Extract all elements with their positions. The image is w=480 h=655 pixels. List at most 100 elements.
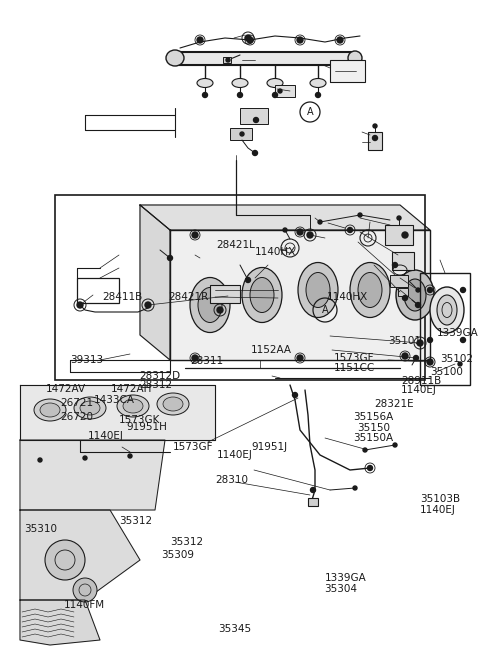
Ellipse shape: [310, 79, 326, 88]
Circle shape: [297, 37, 303, 43]
Text: 91951J: 91951J: [252, 442, 288, 452]
Text: 35312: 35312: [119, 516, 152, 527]
Circle shape: [238, 92, 242, 98]
Ellipse shape: [348, 51, 362, 65]
Ellipse shape: [74, 397, 106, 419]
Text: 1140EJ: 1140EJ: [420, 504, 456, 515]
Bar: [368, 132, 382, 150]
Circle shape: [83, 456, 87, 460]
Bar: [398, 288, 408, 296]
Bar: [275, 85, 295, 97]
Circle shape: [402, 232, 408, 238]
Bar: [230, 128, 252, 140]
Ellipse shape: [430, 287, 464, 333]
Circle shape: [402, 353, 408, 359]
Ellipse shape: [242, 267, 282, 322]
Bar: [390, 275, 408, 287]
Circle shape: [73, 578, 97, 602]
Text: 28312: 28312: [139, 380, 172, 390]
Circle shape: [460, 337, 466, 343]
Ellipse shape: [298, 263, 338, 318]
Circle shape: [192, 232, 198, 238]
Bar: [308, 498, 318, 506]
Polygon shape: [175, 52, 355, 65]
Circle shape: [311, 487, 315, 493]
Circle shape: [372, 136, 377, 141]
Circle shape: [403, 295, 408, 301]
Circle shape: [283, 228, 287, 232]
Text: 1140EJ: 1140EJ: [401, 385, 437, 396]
Circle shape: [315, 92, 321, 98]
Text: 1151CC: 1151CC: [334, 363, 375, 373]
Text: 28411B: 28411B: [102, 292, 143, 302]
Circle shape: [297, 229, 303, 235]
Ellipse shape: [197, 79, 213, 88]
Text: A: A: [322, 305, 328, 315]
Circle shape: [458, 362, 462, 366]
Circle shape: [245, 278, 251, 282]
Ellipse shape: [34, 399, 66, 421]
Text: A: A: [307, 107, 313, 117]
Text: 1339GA: 1339GA: [324, 572, 366, 583]
Ellipse shape: [396, 270, 434, 320]
Circle shape: [373, 124, 377, 128]
Text: 28421L: 28421L: [216, 240, 254, 250]
Circle shape: [318, 220, 322, 224]
Text: 1140FM: 1140FM: [63, 599, 105, 610]
Bar: [420, 273, 470, 385]
Polygon shape: [20, 600, 100, 645]
Bar: [330, 60, 365, 82]
Circle shape: [358, 213, 362, 217]
Text: 1573GF: 1573GF: [173, 442, 213, 452]
Circle shape: [247, 37, 253, 43]
Text: 28311: 28311: [190, 356, 223, 366]
Circle shape: [45, 540, 85, 580]
Ellipse shape: [157, 393, 189, 415]
Text: 35103B: 35103B: [420, 494, 460, 504]
Text: 1140EJ: 1140EJ: [88, 430, 124, 441]
Circle shape: [428, 288, 432, 293]
Text: 26720: 26720: [60, 412, 93, 422]
Ellipse shape: [404, 279, 426, 311]
Circle shape: [38, 458, 42, 462]
Ellipse shape: [166, 50, 184, 66]
Circle shape: [417, 340, 423, 346]
Ellipse shape: [350, 263, 390, 318]
Circle shape: [353, 486, 357, 490]
Text: 1472AV: 1472AV: [46, 384, 86, 394]
Circle shape: [197, 37, 203, 43]
Circle shape: [307, 232, 313, 238]
Text: 35100: 35100: [430, 367, 463, 377]
Text: 1140EJ: 1140EJ: [217, 451, 253, 460]
Text: 1573GF: 1573GF: [334, 352, 374, 363]
Bar: [77, 278, 119, 303]
Ellipse shape: [190, 278, 230, 333]
Text: 1140HX: 1140HX: [326, 292, 368, 303]
Text: 35150A: 35150A: [353, 433, 393, 443]
Circle shape: [203, 92, 207, 98]
Circle shape: [368, 466, 372, 470]
Text: 28310: 28310: [216, 475, 248, 485]
Text: 35101: 35101: [388, 336, 421, 346]
Circle shape: [252, 151, 257, 155]
Text: 28911B: 28911B: [401, 375, 441, 386]
Ellipse shape: [40, 403, 60, 417]
Circle shape: [427, 359, 433, 365]
Circle shape: [217, 307, 223, 313]
Circle shape: [168, 255, 172, 261]
Ellipse shape: [80, 401, 100, 415]
Circle shape: [460, 288, 466, 293]
Circle shape: [253, 117, 259, 122]
Circle shape: [413, 356, 419, 360]
Ellipse shape: [306, 272, 330, 307]
Text: 35345: 35345: [217, 624, 251, 634]
Circle shape: [416, 288, 420, 292]
Circle shape: [428, 337, 432, 343]
Circle shape: [240, 132, 244, 136]
Polygon shape: [140, 205, 170, 360]
Circle shape: [192, 355, 198, 361]
Text: 35102: 35102: [440, 354, 473, 364]
Bar: [55, 195, 425, 380]
Bar: [392, 252, 414, 270]
Text: 39313: 39313: [70, 354, 103, 365]
